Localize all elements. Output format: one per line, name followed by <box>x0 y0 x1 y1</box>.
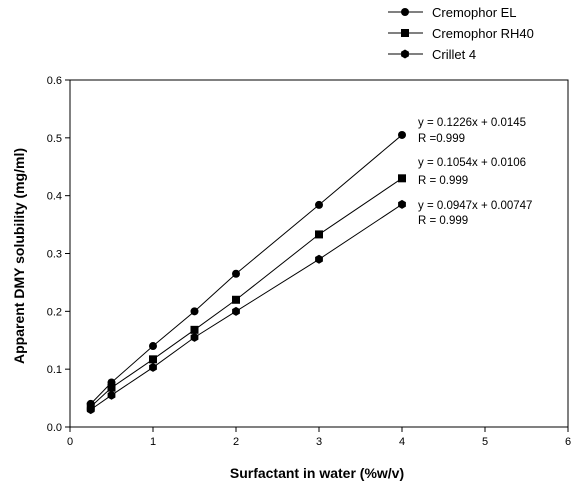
x-tick-label: 0 <box>67 436 73 448</box>
legend-marker <box>401 8 409 16</box>
y-tick-label: 0.6 <box>47 75 62 87</box>
y-tick-label: 0.1 <box>47 364 62 376</box>
data-point <box>232 269 240 278</box>
data-point <box>190 325 199 334</box>
data-point <box>86 405 95 415</box>
series-cremophor-rh40 <box>86 174 406 411</box>
legend: Cremophor EL Cremophor RH40 Crillet 4 <box>388 5 534 62</box>
legend-item: Cremophor RH40 <box>388 26 534 41</box>
series-layer <box>86 130 406 415</box>
series-cremophor-el <box>86 130 406 408</box>
data-point <box>107 383 116 392</box>
regression-equation: y = 0.0947x + 0.00747 <box>418 200 532 212</box>
x-tick-label: 4 <box>399 436 405 448</box>
y-tick-label: 0.0 <box>47 422 62 434</box>
data-point <box>315 230 323 239</box>
regression-annotation: y = 0.0947x + 0.00747 R = 0.999 <box>418 200 532 227</box>
legend-marker <box>401 49 409 59</box>
data-point <box>315 254 323 264</box>
regression-equation: y = 0.1054x + 0.0106 <box>418 157 526 169</box>
legend-label: Cremophor RH40 <box>432 26 534 41</box>
y-axis-title: Apparent DMY solubility (mg/ml) <box>11 148 27 364</box>
x-tick-label: 3 <box>316 436 322 448</box>
data-point <box>398 199 406 209</box>
data-point <box>107 390 116 400</box>
series-line <box>90 177 403 408</box>
x-tick-label: 6 <box>565 436 571 448</box>
annotations: y = 0.1226x + 0.0145 R =0.999 y = 0.1054x … <box>418 117 532 227</box>
series-line <box>90 134 403 405</box>
legend-item: Crillet 4 <box>388 47 476 62</box>
regression-equation: y = 0.1226x + 0.0145 <box>418 117 526 129</box>
plot-area <box>69 79 569 428</box>
y-tick-label: 0.2 <box>47 306 62 318</box>
legend-item: Cremophor EL <box>388 5 517 20</box>
x-tick-label: 5 <box>482 436 488 448</box>
x-axis: 0 1 2 3 4 5 6 <box>67 427 571 448</box>
legend-label: Crillet 4 <box>432 47 476 62</box>
series-crillet-4 <box>86 199 406 415</box>
data-point <box>149 355 157 364</box>
legend-label: Cremophor EL <box>432 5 517 20</box>
data-point <box>149 342 157 351</box>
data-point <box>149 362 157 372</box>
data-point <box>232 295 240 304</box>
y-tick-label: 0.4 <box>47 191 62 203</box>
y-axis: 0.0 0.1 0.2 0.3 0.4 0.5 0.6 <box>47 75 70 434</box>
y-tick-label: 0.3 <box>47 249 62 261</box>
x-tick-label: 1 <box>150 436 156 448</box>
data-point <box>232 306 240 316</box>
regression-annotation: y = 0.1054x + 0.0106 R = 0.999 <box>418 157 526 187</box>
legend-marker <box>401 29 409 37</box>
regression-r: R =0.999 <box>418 133 465 145</box>
x-tick-label: 2 <box>233 436 239 448</box>
data-point <box>398 130 406 139</box>
regression-annotation: y = 0.1226x + 0.0145 R =0.999 <box>418 117 526 145</box>
data-point <box>190 307 199 316</box>
data-point <box>398 174 406 183</box>
regression-r: R = 0.999 <box>418 175 468 187</box>
data-point <box>315 200 323 209</box>
plot-frame <box>69 79 569 428</box>
regression-r: R = 0.999 <box>418 215 468 227</box>
y-tick-label: 0.5 <box>47 133 62 145</box>
x-axis-title: Surfactant in water (%w/v) <box>230 465 404 481</box>
series-line <box>90 203 403 411</box>
data-point <box>190 332 199 342</box>
